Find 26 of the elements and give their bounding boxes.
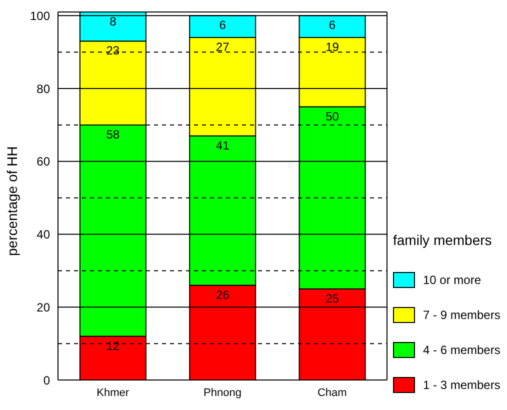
data-label: 27 [216, 40, 230, 54]
x-tick-label: Khmer [96, 386, 130, 399]
data-label: 12 [106, 338, 120, 353]
data-label: 6 [328, 18, 336, 32]
data-label: 25 [326, 291, 340, 306]
y-tick-label: 60 [36, 154, 50, 169]
data-label: 58 [106, 127, 120, 142]
y-tick-label: 40 [36, 228, 50, 242]
data-label: 41 [216, 138, 230, 152]
legend-title: family members [393, 232, 493, 248]
legend-label: 4 - 6 members [423, 342, 500, 356]
x-tick-label: Cham [317, 386, 347, 399]
y-tick-label: 0 [43, 373, 50, 388]
x-tick-label: Phnong [204, 386, 242, 399]
y-tick-label: 20 [36, 300, 50, 314]
data-label: 26 [216, 288, 230, 302]
y-tick-label: 80 [36, 82, 50, 96]
data-label: 19 [326, 40, 340, 54]
data-label: 6 [219, 18, 226, 32]
legend-label: 1 - 3 members [423, 378, 500, 392]
y-axis-title: percentage of HH [4, 146, 20, 256]
data-label: 8 [110, 14, 117, 29]
data-label: 50 [326, 109, 340, 124]
legend-label: 10 or more [423, 272, 482, 286]
legend-label: 7 - 9 members [423, 308, 500, 322]
y-tick-label: 100 [30, 8, 50, 23]
